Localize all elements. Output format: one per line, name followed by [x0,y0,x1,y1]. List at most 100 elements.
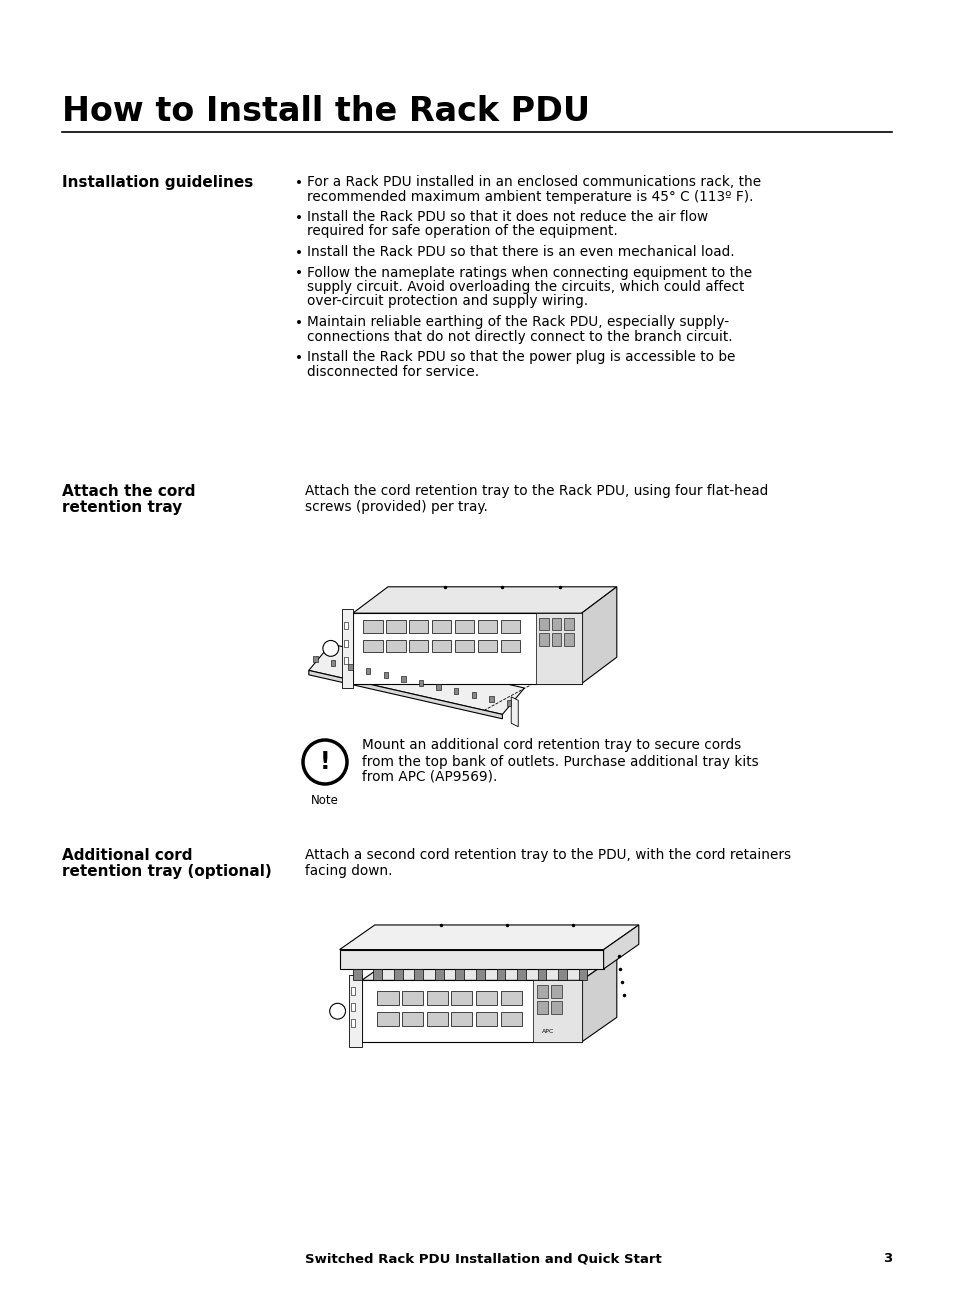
Polygon shape [500,1012,521,1027]
Polygon shape [454,688,458,695]
Polygon shape [533,981,581,1043]
Polygon shape [386,639,405,653]
Polygon shape [511,697,517,726]
Text: How to Install the Rack PDU: How to Install the Rack PDU [62,95,590,127]
Polygon shape [386,620,405,633]
Text: !: ! [319,750,330,773]
Polygon shape [349,976,361,1048]
Polygon shape [603,924,639,969]
Polygon shape [414,969,423,979]
Text: recommended maximum ambient temperature is 45° C (113º F).: recommended maximum ambient temperature … [307,189,753,204]
Text: Installation guidelines: Installation guidelines [62,175,253,190]
Polygon shape [435,969,443,979]
Polygon shape [331,660,335,667]
Circle shape [330,1003,345,1019]
Polygon shape [377,1012,398,1027]
Polygon shape [339,949,603,969]
Polygon shape [477,620,497,633]
Text: Additional cord: Additional cord [62,848,193,863]
Polygon shape [477,639,497,653]
Text: •: • [294,267,303,281]
Polygon shape [581,956,617,1043]
Polygon shape [476,969,484,979]
Polygon shape [344,622,348,629]
Polygon shape [377,991,398,1004]
Polygon shape [500,639,519,653]
Polygon shape [309,643,524,714]
Polygon shape [373,969,382,979]
Polygon shape [401,676,405,683]
Circle shape [322,641,338,656]
Text: from the top bank of outlets. Purchase additional tray kits: from the top bank of outlets. Purchase a… [361,755,758,769]
Text: For a Rack PDU installed in an enclosed communications rack, the: For a Rack PDU installed in an enclosed … [307,175,760,189]
Polygon shape [578,969,587,979]
Polygon shape [426,1012,447,1027]
Polygon shape [432,639,451,653]
Polygon shape [342,609,353,688]
Polygon shape [558,969,566,979]
Polygon shape [363,620,382,633]
Polygon shape [455,969,464,979]
Polygon shape [344,658,348,664]
Text: Attach the cord retention tray to the Rack PDU, using four flat-head
screws (pro: Attach the cord retention tray to the Ra… [305,484,767,515]
Polygon shape [455,620,474,633]
Polygon shape [409,620,428,633]
Polygon shape [426,991,447,1004]
Polygon shape [401,1012,423,1027]
Polygon shape [471,692,476,699]
Text: Install the Rack PDU so that the power plug is accessible to be: Install the Rack PDU so that the power p… [307,351,735,364]
Polygon shape [418,680,423,687]
Polygon shape [550,985,561,998]
Polygon shape [436,684,440,691]
Polygon shape [537,985,548,998]
Polygon shape [451,1012,472,1027]
Polygon shape [353,587,617,613]
Text: retention tray: retention tray [62,500,182,515]
Polygon shape [361,981,581,1043]
Text: over-circuit protection and supply wiring.: over-circuit protection and supply wirin… [307,294,587,309]
Text: Attach the cord: Attach the cord [62,484,195,499]
Text: •: • [294,351,303,365]
Circle shape [303,741,347,784]
Text: required for safe operation of the equipment.: required for safe operation of the equip… [307,225,618,239]
Text: Follow the nameplate ratings when connecting equipment to the: Follow the nameplate ratings when connec… [307,265,751,280]
Text: disconnected for service.: disconnected for service. [307,365,478,378]
Polygon shape [551,633,560,646]
Polygon shape [537,1001,548,1014]
Text: •: • [294,246,303,260]
Polygon shape [476,991,497,1004]
Polygon shape [496,969,505,979]
Polygon shape [363,639,382,653]
Polygon shape [455,639,474,653]
Polygon shape [353,969,361,979]
Text: Switched Rack PDU Installation and Quick Start: Switched Rack PDU Installation and Quick… [305,1253,661,1264]
Polygon shape [351,1003,355,1011]
Polygon shape [500,991,521,1004]
Polygon shape [353,613,581,684]
Polygon shape [366,668,370,675]
Text: 3: 3 [882,1253,891,1264]
Text: connections that do not directly connect to the branch circuit.: connections that do not directly connect… [307,330,732,344]
Polygon shape [313,656,317,663]
Polygon shape [563,633,573,646]
Polygon shape [517,969,525,979]
Polygon shape [401,991,423,1004]
Polygon shape [476,1012,497,1027]
Text: APC: APC [541,1029,554,1033]
Polygon shape [451,991,472,1004]
Polygon shape [348,664,353,671]
Text: Install the Rack PDU so that it does not reduce the air flow: Install the Rack PDU so that it does not… [307,210,707,225]
Text: Install the Rack PDU so that there is an even mechanical load.: Install the Rack PDU so that there is an… [307,246,734,259]
Polygon shape [537,969,546,979]
Polygon shape [394,969,402,979]
Polygon shape [351,1019,355,1027]
Text: retention tray (optional): retention tray (optional) [62,864,272,878]
Polygon shape [581,587,617,684]
Text: supply circuit. Avoid overloading the circuits, which could affect: supply circuit. Avoid overloading the ci… [307,280,743,294]
Polygon shape [538,617,549,630]
Polygon shape [550,1001,561,1014]
Polygon shape [351,987,355,995]
Polygon shape [536,613,581,684]
Text: Mount an additional cord retention tray to secure cords: Mount an additional cord retention tray … [361,738,740,752]
Polygon shape [538,633,549,646]
